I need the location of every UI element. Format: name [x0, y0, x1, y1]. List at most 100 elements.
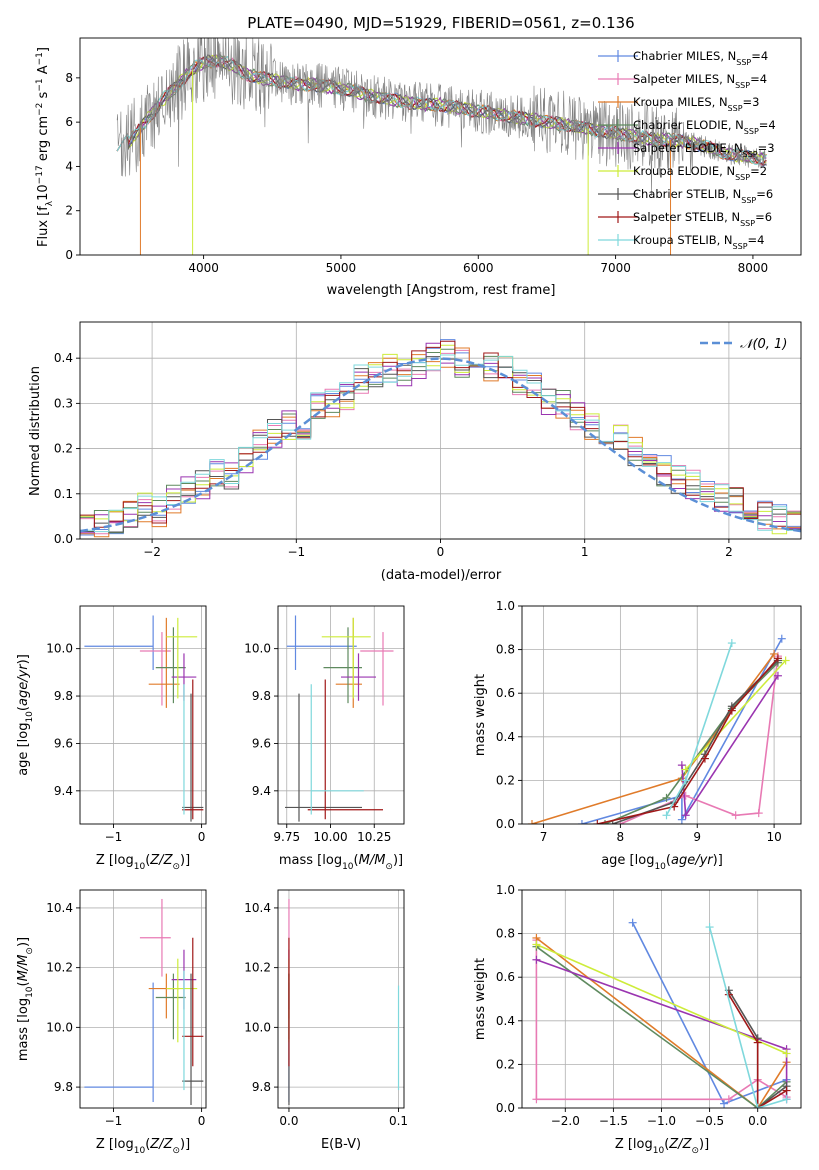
label-part: erg cm: [36, 116, 51, 165]
y-tick-label: 2: [65, 204, 73, 218]
legend-sub: SSP: [735, 173, 750, 182]
y-tick-label: 10.2: [46, 961, 73, 975]
label-part: Z/Z: [149, 853, 173, 868]
x-tick-label: 9: [693, 830, 701, 844]
y-tick-label: 0.2: [54, 442, 73, 456]
line-kroupa-elodie: [536, 943, 787, 1055]
label-part: Flux [f: [36, 206, 51, 247]
x-tick-label: 1: [581, 545, 589, 559]
x-tick-label: 8: [617, 830, 625, 844]
line-kroupa-miles: [535, 937, 788, 1108]
y-axis-label: Flux [fλ10−17 erg cm−2 s−1 A−1]: [35, 47, 55, 247]
y-tick-label: 10.0: [244, 642, 271, 656]
legend-text: Kroupa ELODIE, N: [633, 164, 735, 178]
label-part: (: [16, 706, 31, 711]
x-tick-label: 9.75: [273, 830, 300, 844]
y-tick-label: 0.8: [496, 927, 515, 941]
x-tick-label: −2: [143, 545, 161, 559]
legend-label: 𝒩(0, 1): [740, 337, 787, 352]
legend-label: Salpeter STELIB, NSSP=6: [633, 210, 772, 228]
observed-spectrum: [116, 38, 767, 197]
mass-vs-EBV-plot-area: [288, 898, 400, 1106]
label-part: ⊙: [385, 862, 393, 872]
y-tick-label: 0.0: [496, 1101, 515, 1115]
legend-sub: SSP: [733, 242, 748, 251]
label-part: (: [16, 981, 31, 986]
x-tick-label: −2.0: [551, 1114, 580, 1128]
x-tick-label: 10.00: [313, 830, 347, 844]
legend-sub: SSP: [740, 219, 755, 228]
x-tick-label: 0: [198, 1114, 206, 1128]
y-tick-label: 0.0: [54, 532, 73, 546]
y-tick-label: 6: [65, 115, 73, 129]
label-part: (: [354, 853, 359, 868]
age-vs-mass-frame: [277, 605, 405, 825]
label-part: 10: [36, 184, 51, 201]
y-tick-label: 0.0: [496, 817, 515, 831]
label-part: )]: [16, 654, 31, 664]
label-part: A: [36, 65, 51, 78]
x-axis-label: Z [log10(Z/Z⊙)]: [615, 1137, 709, 1156]
y-tick-label: 0.2: [496, 1057, 515, 1071]
y-tick-label: 9.6: [54, 736, 73, 750]
y-tick-label: 9.4: [252, 784, 271, 798]
legend-label: Kroupa MILES, NSSP=3: [633, 95, 759, 113]
legend-sub: SSP: [735, 81, 750, 90]
label-part: ⊙: [172, 862, 180, 872]
legend-sub: SSP: [741, 196, 756, 205]
x-axis-label: wavelength [Angstrom, rest frame]: [327, 283, 556, 298]
x-tick-label: −1: [287, 545, 305, 559]
legend-n: =3: [743, 95, 760, 109]
mass-vs-Z-panel: −1 09.810.010.210.4Z [log10(Z/Z⊙)]mass [l…: [16, 889, 207, 1156]
legend-sub: SSP: [743, 150, 758, 159]
label-part: (: [664, 1137, 669, 1152]
x-tick-label: 10: [766, 830, 781, 844]
y-tick-label: 10.4: [244, 901, 271, 915]
y-tick-label: 1.0: [496, 599, 515, 613]
hist-kroupa-stelib: [80, 354, 801, 533]
label-part: (: [145, 1137, 150, 1152]
label-part: s: [36, 91, 51, 102]
line-kroupa-elodie: [685, 659, 787, 771]
y-tick-label: 0.8: [496, 643, 515, 657]
x-tick-label: −1: [105, 1114, 123, 1128]
legend-label: Kroupa STELIB, NSSP=4: [633, 233, 764, 251]
y-axis-label: mass [log10(M/M⊙)]: [16, 937, 35, 1061]
weight-vs-age-frame: [521, 605, 802, 825]
y-axis-label: age [log10(age/yr)]: [16, 654, 35, 776]
label-part: −2: [35, 103, 45, 116]
legend-n: =3: [758, 141, 775, 155]
label-part: Z [log: [615, 1137, 653, 1152]
legend-text: Chabrier MILES, N: [633, 49, 736, 63]
legend-n: =4: [750, 72, 767, 86]
y-tick-label: 10.0: [46, 642, 73, 656]
y-tick-label: 8: [65, 71, 73, 85]
label-part: ]: [36, 47, 51, 52]
label-part: 10: [134, 1146, 146, 1156]
label-part: Z/Z: [149, 1137, 173, 1152]
label-part: Z [log: [96, 853, 134, 868]
legend-n: =4: [751, 49, 768, 63]
label-part: )]: [180, 1137, 190, 1152]
legend-sub: SSP: [736, 58, 751, 67]
label-part: ⊙: [172, 1146, 180, 1156]
legend-text: Salpeter MILES, N: [633, 72, 735, 86]
y-tick-label: 0.4: [496, 730, 515, 744]
legend-text: Kroupa STELIB, N: [633, 233, 733, 247]
x-tick-label: 0: [198, 830, 206, 844]
spectrum-plot-area: [116, 38, 767, 255]
legend-label: Salpeter ELODIE, NSSP=3: [633, 141, 775, 159]
label-part: (: [145, 853, 150, 868]
age-vs-mass-panel: 9.75 10.00 10.25 9.4 9.6 9.8 10.0 mass [log10(M…: [244, 605, 405, 872]
label-part: 10: [653, 1146, 665, 1156]
legend-text: Kroupa MILES, N: [633, 95, 728, 109]
label-part: )]: [713, 853, 723, 868]
y-tick-label: 4: [65, 159, 73, 173]
label-part: −17: [35, 165, 45, 184]
y-tick-label: 0: [65, 248, 73, 262]
label-part: Z/Z: [668, 1137, 692, 1152]
x-tick-label: 5000: [326, 261, 357, 275]
